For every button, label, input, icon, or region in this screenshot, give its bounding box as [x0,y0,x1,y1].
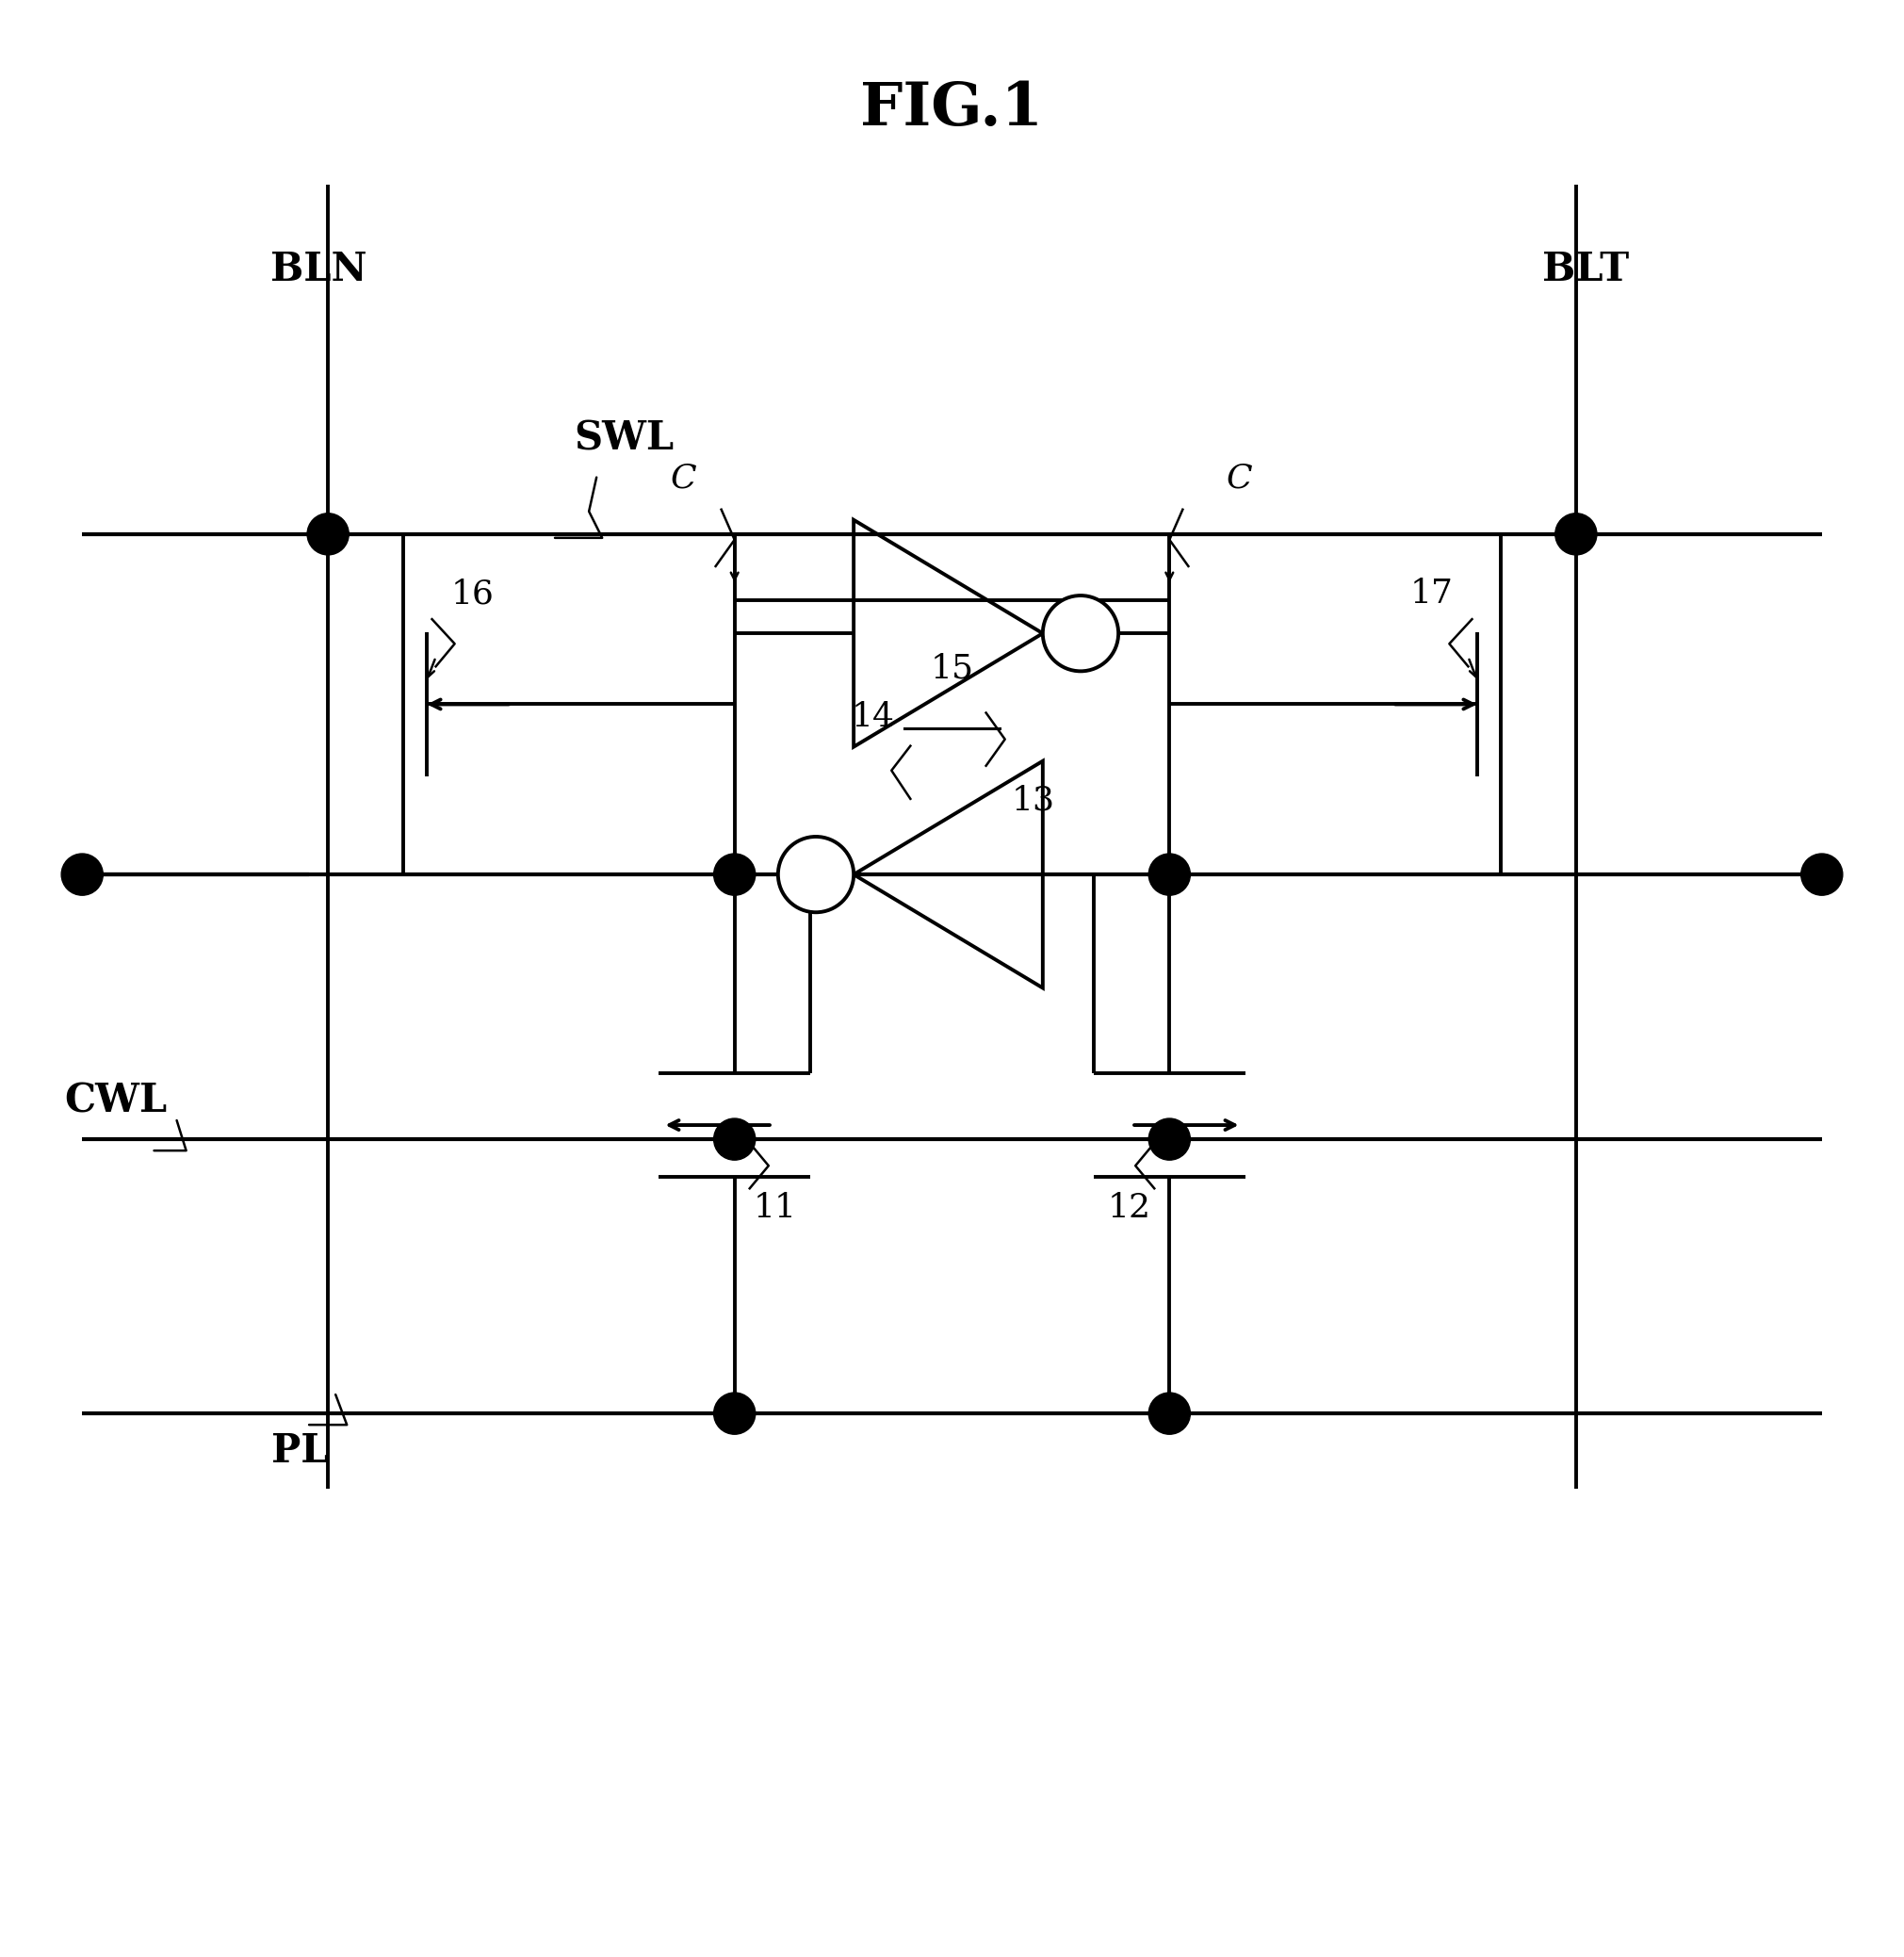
Circle shape [1148,1119,1190,1161]
Text: 16: 16 [451,577,495,611]
Text: CWL: CWL [65,1082,168,1121]
Circle shape [714,853,756,894]
Text: 11: 11 [754,1192,796,1225]
Text: 14: 14 [851,701,895,732]
Text: FIG.1: FIG.1 [861,80,1043,137]
Circle shape [714,1393,756,1434]
Circle shape [1043,595,1118,671]
Circle shape [1556,513,1597,556]
Text: SWL: SWL [573,419,674,458]
Circle shape [714,1119,756,1161]
Text: C: C [1226,462,1253,495]
Circle shape [307,513,348,556]
Text: 13: 13 [1011,785,1055,816]
Text: 17: 17 [1409,577,1453,611]
Text: BLN: BLN [270,250,367,290]
Circle shape [779,838,853,912]
Circle shape [1148,1393,1190,1434]
Text: C: C [670,462,697,495]
Text: 15: 15 [931,652,973,685]
Circle shape [61,853,103,894]
Text: PL: PL [270,1431,327,1472]
Circle shape [1801,853,1843,894]
Circle shape [1148,853,1190,894]
Text: BLT: BLT [1542,250,1628,290]
Text: 12: 12 [1108,1192,1150,1225]
